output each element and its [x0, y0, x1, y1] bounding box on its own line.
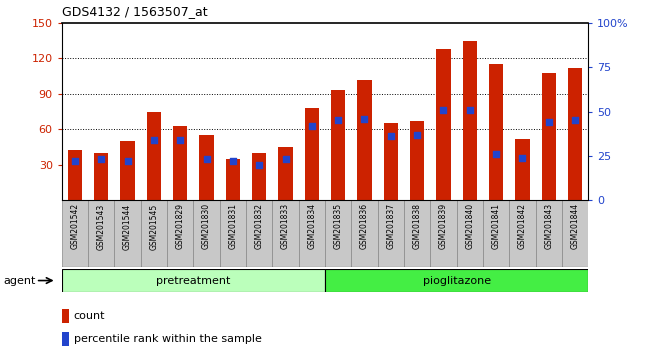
Text: GSM201843: GSM201843 — [544, 203, 553, 250]
Point — [122, 158, 133, 164]
Text: GSM201832: GSM201832 — [255, 203, 264, 249]
Bar — [541, 73, 556, 200]
Bar — [378, 200, 404, 267]
Bar — [220, 200, 246, 267]
Bar — [568, 68, 582, 200]
Bar — [299, 200, 325, 267]
Text: GSM201830: GSM201830 — [202, 203, 211, 250]
Bar — [430, 200, 457, 267]
Bar — [200, 135, 214, 200]
Bar — [140, 200, 167, 267]
Point — [202, 156, 212, 162]
Text: GSM201835: GSM201835 — [333, 203, 343, 250]
Bar — [305, 108, 319, 200]
Bar — [489, 64, 503, 200]
Bar — [68, 150, 82, 200]
Text: GSM201838: GSM201838 — [413, 203, 422, 249]
Bar — [62, 269, 325, 292]
Text: GSM201839: GSM201839 — [439, 203, 448, 250]
Point — [96, 156, 107, 162]
Bar — [510, 200, 536, 267]
Point — [491, 151, 501, 157]
Bar — [436, 49, 450, 200]
Text: GSM201831: GSM201831 — [228, 203, 237, 249]
Point — [359, 116, 370, 121]
Bar — [62, 200, 88, 267]
Point — [307, 123, 317, 129]
Text: GSM201836: GSM201836 — [360, 203, 369, 250]
Bar — [536, 200, 562, 267]
Text: GSM201841: GSM201841 — [491, 203, 500, 249]
Bar — [62, 309, 69, 323]
Text: GSM201840: GSM201840 — [465, 203, 474, 250]
Bar — [352, 200, 378, 267]
Point — [254, 162, 265, 167]
Text: GDS4132 / 1563507_at: GDS4132 / 1563507_at — [62, 5, 207, 18]
Text: agent: agent — [3, 275, 36, 286]
Point — [385, 133, 396, 139]
Text: GSM201829: GSM201829 — [176, 203, 185, 249]
Text: pretreatment: pretreatment — [156, 275, 231, 286]
Point — [543, 119, 554, 125]
Text: GSM201837: GSM201837 — [386, 203, 395, 250]
Bar — [114, 200, 141, 267]
Point — [149, 137, 159, 143]
Bar — [246, 200, 272, 267]
Bar — [272, 200, 299, 267]
Bar — [410, 121, 424, 200]
Text: percentile rank within the sample: percentile rank within the sample — [74, 333, 262, 344]
Bar — [483, 200, 510, 267]
Point — [570, 118, 580, 123]
Point — [438, 107, 448, 113]
Bar — [515, 139, 530, 200]
Bar — [562, 200, 588, 267]
Bar — [358, 80, 372, 200]
Point — [175, 137, 185, 143]
Point — [412, 132, 423, 137]
Text: GSM201543: GSM201543 — [97, 203, 106, 250]
Bar — [278, 147, 292, 200]
Bar — [147, 112, 161, 200]
Bar — [331, 90, 345, 200]
Bar — [404, 200, 430, 267]
Text: GSM201834: GSM201834 — [307, 203, 317, 250]
Point — [70, 158, 80, 164]
Bar — [252, 153, 266, 200]
Bar — [384, 123, 398, 200]
Bar — [173, 126, 187, 200]
Text: pioglitazone: pioglitazone — [422, 275, 491, 286]
Bar — [94, 153, 109, 200]
Text: GSM201842: GSM201842 — [518, 203, 527, 249]
Text: GSM201833: GSM201833 — [281, 203, 290, 250]
Bar — [62, 332, 69, 346]
Bar — [325, 200, 351, 267]
Bar — [120, 141, 135, 200]
Bar — [463, 41, 477, 200]
Text: count: count — [74, 311, 105, 321]
Bar — [88, 200, 114, 267]
Text: GSM201545: GSM201545 — [150, 203, 159, 250]
Point — [227, 158, 238, 164]
Bar — [325, 269, 588, 292]
Point — [517, 155, 528, 160]
Text: GSM201544: GSM201544 — [123, 203, 132, 250]
Text: GSM201542: GSM201542 — [70, 203, 79, 250]
Bar — [456, 200, 483, 267]
Text: GSM201844: GSM201844 — [571, 203, 580, 250]
Point — [333, 118, 343, 123]
Bar — [167, 200, 194, 267]
Point — [465, 107, 475, 113]
Bar — [226, 159, 240, 200]
Bar — [194, 200, 220, 267]
Point — [280, 156, 291, 162]
